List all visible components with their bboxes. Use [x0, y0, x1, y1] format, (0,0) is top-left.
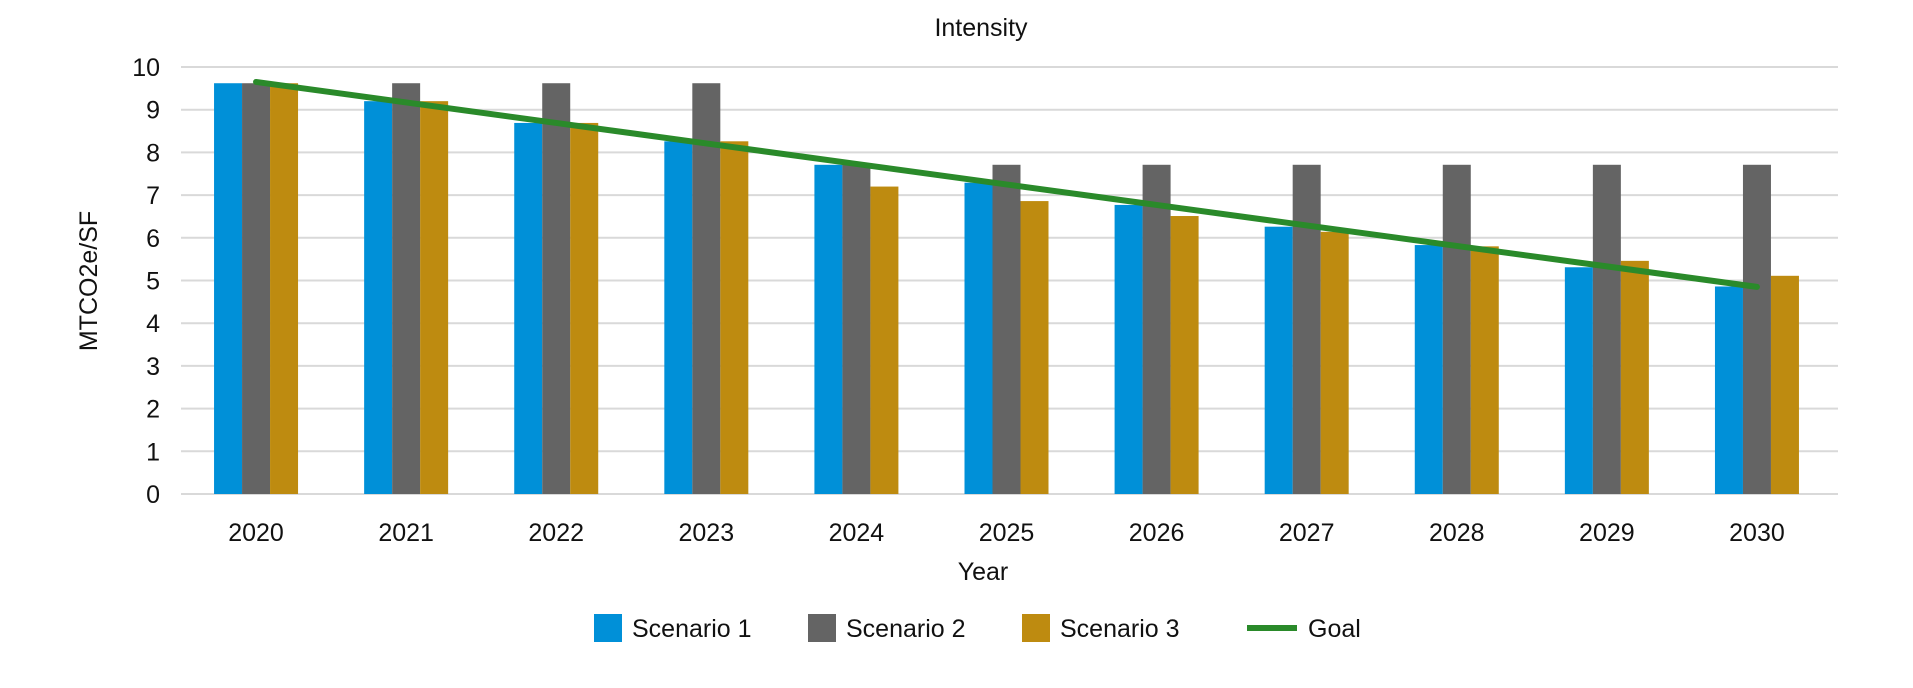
goal-line-layer [253, 78, 1760, 290]
bar-scenario-3 [1020, 201, 1049, 494]
x-tick-label: 2026 [1129, 519, 1185, 547]
bar-scenario-2 [992, 164, 1021, 494]
legend: Scenario 1 Scenario 2 Scenario 3 Goal [594, 614, 1361, 643]
bar-scenario-3 [870, 186, 899, 494]
bar-scenario-1 [214, 83, 243, 494]
legend-label: Scenario 1 [632, 615, 752, 643]
bar-scenario-2 [1592, 164, 1621, 494]
legend-swatch [808, 614, 836, 642]
x-tick-label: 2022 [528, 519, 584, 547]
bar-scenario-3 [720, 141, 749, 494]
bar-scenario-1 [514, 122, 543, 494]
legend-item: Scenario 2 [808, 614, 966, 643]
chart-title: Intensity [934, 14, 1028, 42]
legend-label: Scenario 2 [846, 615, 966, 643]
bar-scenario-1 [1114, 204, 1143, 494]
bar-scenario-3 [1770, 275, 1799, 494]
y-tick-label: 4 [146, 310, 160, 338]
bar-scenario-2 [842, 164, 871, 494]
x-axis-ticks: 2020 2021 2022 2023 2024 2025 2026 2027 2028 2029… [228, 519, 1785, 547]
legend-item: Scenario 1 [594, 614, 752, 643]
bar-scenario-3 [1470, 246, 1499, 494]
x-tick-label: 2028 [1429, 519, 1485, 547]
x-tick-label: 2030 [1729, 519, 1785, 547]
y-tick-label: 7 [146, 182, 160, 210]
x-tick-label: 2023 [679, 519, 735, 547]
y-tick-label: 2 [146, 396, 160, 424]
y-tick-label: 5 [146, 268, 160, 296]
bar-scenario-3 [420, 101, 449, 494]
bar-scenario-1 [814, 164, 843, 494]
bar-scenario-2 [692, 83, 721, 494]
bar-scenario-2 [1292, 164, 1321, 494]
bar-scenario-3 [270, 83, 299, 494]
bar-scenario-3 [1320, 231, 1349, 494]
y-tick-label: 8 [146, 139, 160, 167]
bar-scenario-2 [242, 83, 271, 494]
bar-scenario-1 [1714, 286, 1743, 494]
x-tick-label: 2020 [228, 519, 284, 547]
bar-scenario-1 [1264, 226, 1293, 494]
bar-scenario-3 [570, 122, 599, 494]
bar-scenario-1 [1414, 245, 1443, 494]
y-tick-label: 1 [146, 438, 160, 466]
x-axis-title: Year [958, 558, 1009, 586]
x-tick-label: 2024 [829, 519, 885, 547]
bars [214, 83, 1799, 495]
legend-item: Goal [1247, 615, 1361, 643]
bar-scenario-2 [1142, 164, 1171, 494]
y-axis-title: MTCO2e/SF [75, 211, 103, 351]
legend-swatch [594, 614, 622, 642]
x-tick-label: 2025 [979, 519, 1035, 547]
bar-scenario-1 [964, 182, 993, 495]
bar-scenario-2 [392, 83, 421, 494]
x-tick-label: 2029 [1579, 519, 1635, 547]
goal-line [253, 78, 1760, 290]
bar-scenario-1 [364, 101, 393, 494]
legend-label: Goal [1308, 615, 1361, 643]
bar-scenario-2 [542, 83, 571, 494]
bar-scenario-3 [1170, 216, 1199, 494]
x-tick-label: 2027 [1279, 519, 1335, 547]
y-tick-label: 0 [146, 481, 160, 509]
bar-scenario-2 [1742, 164, 1771, 494]
legend-swatch [1022, 614, 1050, 642]
y-tick-label: 6 [146, 225, 160, 253]
bar-scenario-1 [664, 141, 693, 494]
bar-scenario-3 [1620, 260, 1649, 494]
y-tick-label: 3 [146, 353, 160, 381]
legend-label: Scenario 3 [1060, 615, 1180, 643]
y-axis-ticks: 0 1 2 3 4 5 6 7 8 9 10 [132, 54, 160, 509]
legend-item: Scenario 3 [1022, 614, 1180, 643]
x-tick-label: 2021 [378, 519, 434, 547]
y-tick-label: 9 [146, 97, 160, 125]
y-tick-label: 10 [132, 54, 160, 82]
bar-scenario-1 [1564, 267, 1593, 494]
bar-scenario-2 [1442, 164, 1471, 494]
